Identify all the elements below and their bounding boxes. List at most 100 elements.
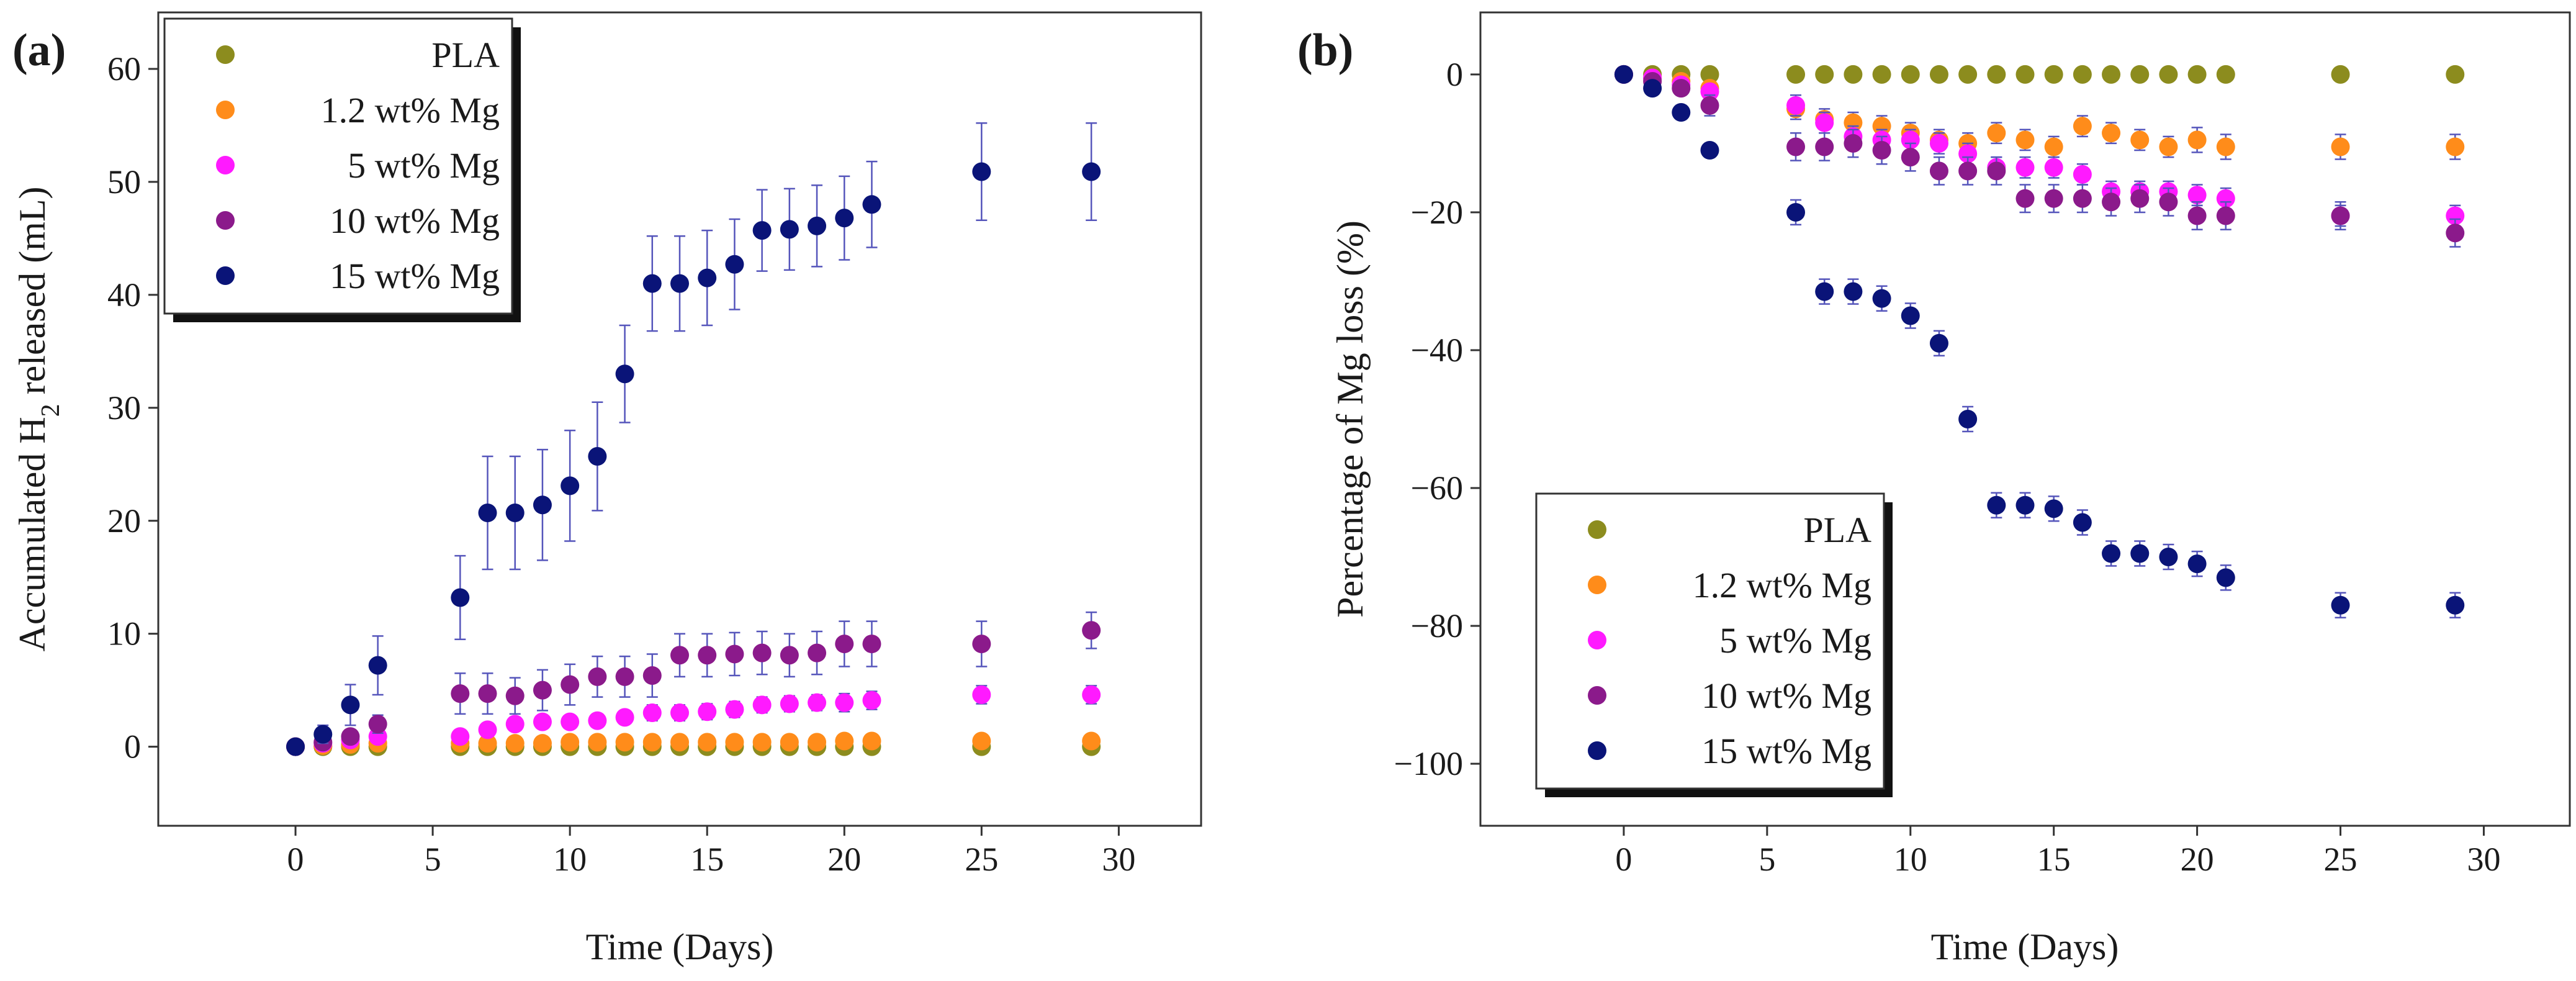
data-point-pla — [2216, 65, 2235, 84]
data-point-10-wt-mg — [2331, 206, 2350, 225]
data-point-15-wt-mg — [2130, 544, 2150, 563]
data-point-5-wt-mg — [2073, 165, 2092, 184]
data-point-10-wt-mg — [835, 635, 854, 654]
data-point-1-2-wt-mg — [2331, 137, 2350, 156]
data-point-10-wt-mg — [2130, 189, 2150, 208]
data-point-15-wt-mg — [752, 221, 772, 240]
data-point-10-wt-mg — [1786, 137, 1806, 156]
data-point-5-wt-mg — [2187, 186, 2207, 205]
data-point-1-2-wt-mg — [2446, 137, 2465, 156]
panel-b-x-axis-label: Time (Days) — [1931, 926, 2119, 967]
data-point-10-wt-mg — [670, 646, 689, 665]
y-tick-label: −20 — [1411, 194, 1463, 231]
data-point-15-wt-mg — [1643, 79, 1662, 98]
legend-marker-5-wt-mg — [216, 156, 235, 174]
data-point-5-wt-mg — [1958, 144, 1978, 163]
data-point-pla — [2130, 65, 2150, 84]
data-point-pla — [2187, 65, 2207, 84]
data-point-15-wt-mg — [505, 504, 525, 523]
data-point-10-wt-mg — [2015, 189, 2035, 208]
data-point-15-wt-mg — [698, 268, 717, 287]
data-point-1-2-wt-mg — [1872, 117, 1891, 136]
data-point-15-wt-mg — [451, 588, 470, 607]
data-point-10-wt-mg — [752, 643, 772, 662]
panel-a-y-label-part2: released (mL) — [12, 186, 53, 404]
panel-a-y-axis-label: Accumulated H2 released (mL) — [12, 186, 65, 651]
data-point-5-wt-mg — [862, 691, 881, 710]
data-point-1-2-wt-mg — [972, 731, 991, 751]
panel-a-x-axis-label: Time (Days) — [586, 926, 774, 967]
data-point-1-2-wt-mg — [2044, 137, 2063, 156]
data-point-10-wt-mg — [780, 646, 799, 665]
x-tick-label: 0 — [1615, 841, 1632, 878]
data-point-5-wt-mg — [698, 702, 717, 721]
data-point-10-wt-mg — [2102, 192, 2121, 212]
x-tick-label: 25 — [965, 841, 998, 878]
legend-marker-pla — [216, 45, 235, 64]
data-point-1-2-wt-mg — [2187, 130, 2207, 150]
series-10-wt-mg — [286, 611, 1101, 756]
panel-b: (b) 0 5 10 15 20 25 30 0 −20 −40 −60 −80 −100 Time (… — [1297, 11, 2571, 967]
x-tick-label: 10 — [553, 841, 587, 878]
data-point-10-wt-mg — [451, 684, 470, 703]
data-point-15-wt-mg — [835, 209, 854, 228]
legend-marker-pla — [1588, 520, 1606, 539]
legend-label-15-wt-mg: 15 wt% Mg — [330, 256, 500, 296]
data-point-pla — [2102, 65, 2121, 84]
data-point-1-2-wt-mg — [533, 734, 552, 753]
data-point-pla — [1844, 65, 1863, 84]
series-15-wt-mg — [1614, 65, 2465, 618]
data-point-15-wt-mg — [1872, 289, 1891, 308]
data-point-10-wt-mg — [2446, 224, 2465, 243]
data-point-5-wt-mg — [1786, 96, 1806, 115]
data-point-10-wt-mg — [1872, 141, 1891, 160]
data-point-pla — [1700, 65, 1719, 84]
data-point-10-wt-mg — [725, 644, 744, 664]
data-point-1-2-wt-mg — [670, 733, 689, 752]
data-point-1-2-wt-mg — [2015, 130, 2035, 150]
data-point-15-wt-mg — [2187, 554, 2207, 574]
data-point-5-wt-mg — [1901, 130, 1920, 150]
data-point-5-wt-mg — [642, 703, 662, 723]
y-tick-label: 60 — [107, 50, 141, 88]
y-tick-label: 40 — [107, 276, 141, 314]
data-point-1-2-wt-mg — [1987, 124, 2006, 143]
data-point-1-2-wt-mg — [561, 733, 580, 752]
data-point-10-wt-mg — [1082, 621, 1101, 640]
data-point-pla — [1958, 65, 1978, 84]
data-point-5-wt-mg — [533, 712, 552, 731]
data-point-1-2-wt-mg — [780, 733, 799, 752]
data-point-15-wt-mg — [862, 195, 881, 214]
x-tick-label: 15 — [2037, 841, 2071, 878]
data-point-15-wt-mg — [368, 656, 387, 675]
y-tick-label: 20 — [107, 502, 141, 540]
data-point-5-wt-mg — [2044, 158, 2063, 177]
series-10-wt-mg — [1614, 65, 2465, 248]
data-point-10-wt-mg — [808, 643, 827, 662]
legend-marker-10-wt-mg — [216, 211, 235, 230]
data-point-1-2-wt-mg — [2159, 137, 2178, 156]
data-point-15-wt-mg — [1815, 282, 1834, 301]
data-point-1-2-wt-mg — [2216, 137, 2235, 156]
data-point-10-wt-mg — [1987, 161, 2006, 181]
x-tick-label: 20 — [2181, 841, 2214, 878]
data-point-10-wt-mg — [1929, 161, 1948, 181]
legend-label-pla: PLA — [431, 35, 500, 75]
data-point-pla — [2331, 65, 2350, 84]
data-point-5-wt-mg — [725, 700, 744, 719]
data-point-5-wt-mg — [1929, 133, 1948, 153]
data-point-15-wt-mg — [1844, 282, 1863, 301]
data-point-5-wt-mg — [808, 693, 827, 712]
legend-marker-10-wt-mg — [1588, 686, 1606, 705]
data-point-5-wt-mg — [561, 712, 580, 731]
data-point-5-wt-mg — [972, 685, 991, 704]
data-point-5-wt-mg — [478, 720, 497, 739]
data-point-15-wt-mg — [1700, 141, 1719, 160]
panel-b-data-marks — [1614, 65, 2465, 618]
data-point-1-2-wt-mg — [752, 733, 772, 752]
data-point-10-wt-mg — [972, 635, 991, 654]
panel-a-y-label-part1: Accumulated H — [12, 417, 53, 651]
data-point-10-wt-mg — [1672, 79, 1691, 98]
x-tick-label: 5 — [1759, 841, 1775, 878]
